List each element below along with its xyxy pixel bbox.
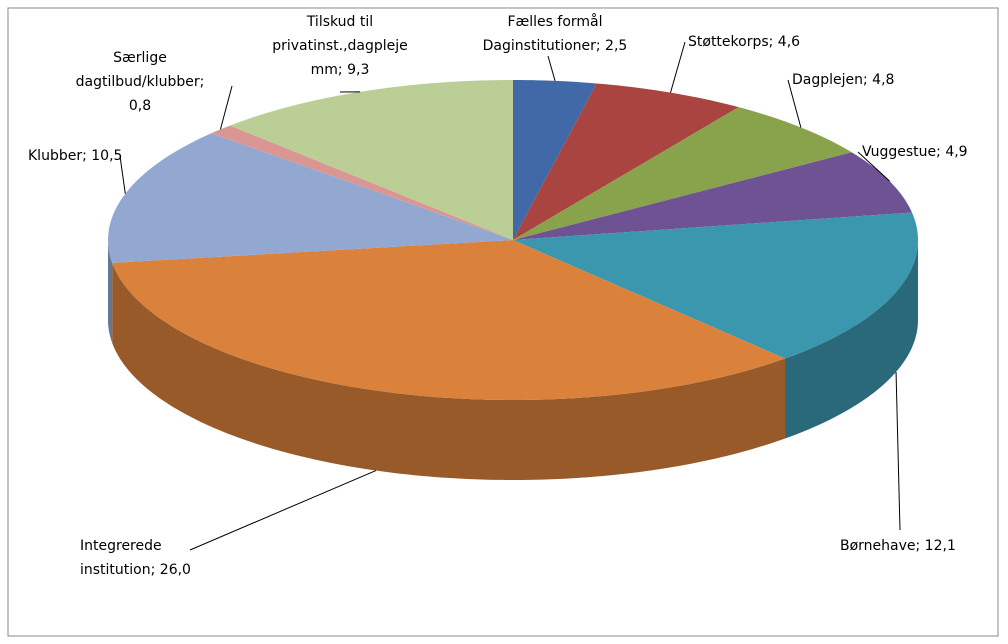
pie-slice	[211, 125, 513, 240]
pie-slice	[513, 212, 918, 359]
pie-slice	[229, 80, 513, 240]
pie-slice	[108, 133, 513, 263]
data-label: Støttekorps; 4,6	[688, 34, 800, 50]
pie-slice-side	[112, 262, 786, 480]
data-label: Vuggestue; 4,9	[862, 144, 968, 160]
data-label: Klubber; 10,5	[28, 148, 122, 164]
leader-line	[670, 41, 686, 93]
data-label: Tilskud til privatinst.,dagpleje mm; 9,3	[272, 14, 408, 78]
leader-line	[119, 155, 126, 194]
data-label: Børnehave; 12,1	[840, 538, 956, 554]
leader-line	[547, 55, 556, 82]
pie-slice	[513, 152, 912, 240]
leader-line	[189, 470, 377, 551]
pie-slice	[112, 240, 786, 400]
data-label: Særlige dagtilbud/klubber; 0,8	[76, 50, 205, 114]
leader-line	[787, 79, 802, 128]
leader-line	[857, 151, 890, 182]
leader-line	[219, 85, 233, 130]
pie-slice-side	[785, 240, 918, 439]
data-label: Dagplejen; 4,8	[792, 72, 894, 88]
leader-line	[895, 371, 901, 531]
pie-slice	[513, 80, 597, 240]
pie-slice	[513, 83, 739, 240]
pie-slice-side	[108, 240, 113, 343]
data-label: Integrerede institution; 26,0	[80, 538, 191, 578]
pie-slice	[513, 107, 852, 240]
data-label: Fælles formål Daginstitutioner; 2,5	[483, 13, 628, 54]
